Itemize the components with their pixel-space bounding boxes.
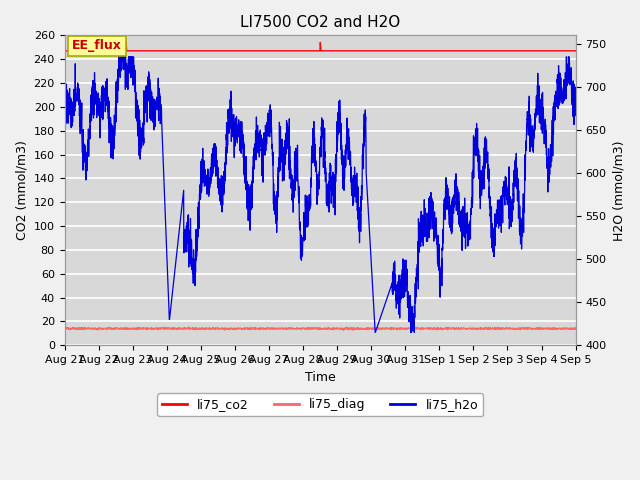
- Title: LI7500 CO2 and H2O: LI7500 CO2 and H2O: [240, 15, 400, 30]
- Legend: li75_co2, li75_diag, li75_h2o: li75_co2, li75_diag, li75_h2o: [157, 394, 483, 417]
- Y-axis label: H2O (mmol/m3): H2O (mmol/m3): [612, 140, 625, 240]
- Y-axis label: CO2 (mmol/m3): CO2 (mmol/m3): [15, 140, 28, 240]
- X-axis label: Time: Time: [305, 371, 335, 384]
- Text: EE_flux: EE_flux: [72, 39, 122, 52]
